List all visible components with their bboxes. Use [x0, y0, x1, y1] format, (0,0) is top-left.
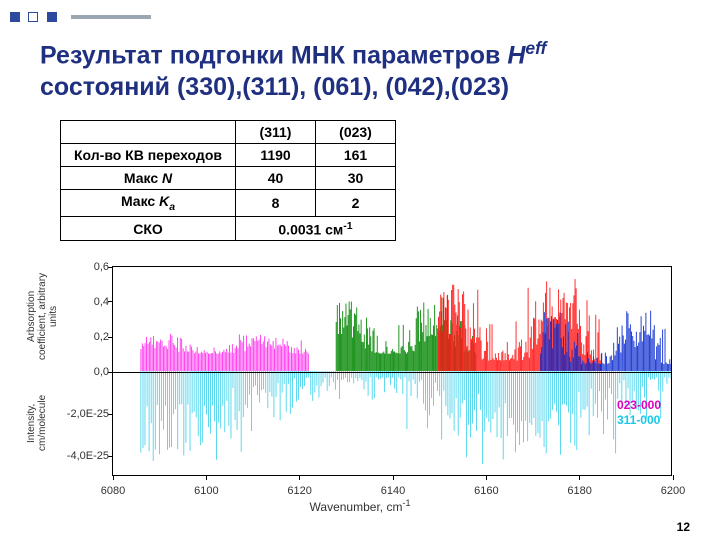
legend-label: 023-000 — [617, 398, 661, 412]
x-tick-label: 6140 — [381, 485, 405, 497]
table-col-023: (023) — [316, 121, 396, 144]
table-row: Макс N 40 30 — [61, 167, 396, 190]
deco-bar — [71, 15, 151, 19]
table-header-empty — [61, 121, 236, 144]
slide-title: Результат подгонки МНК параметров Heff с… — [40, 38, 700, 103]
parameters-table: (311) (023) Кол-во КВ переходов 1190 161… — [60, 120, 396, 241]
deco-square-2 — [28, 12, 38, 22]
x-tick — [393, 475, 394, 480]
spectrum-series — [141, 371, 671, 464]
y-axis-label-top: Arbsorption coefficient, arbitrary units — [26, 266, 42, 366]
spectrum-series — [541, 311, 671, 371]
y-axis-label-bot: Intensity, cm/molecule — [26, 378, 42, 468]
row-label: Макс N — [61, 167, 236, 190]
deco-square-3 — [47, 12, 57, 22]
spectra-svg — [113, 267, 671, 475]
y-tick-label: -4,0E-25 — [65, 450, 109, 462]
cell: 40 — [236, 167, 316, 190]
table-row: Макс Ka 8 2 — [61, 190, 396, 217]
row-label: СКО — [61, 216, 236, 241]
table-row: Кол-во КВ переходов 1190 161 — [61, 144, 396, 167]
slide-decoration — [10, 8, 151, 26]
x-tick — [486, 475, 487, 480]
table-row: СКО 0.0031 см-1 — [61, 216, 396, 241]
cell: 30 — [316, 167, 396, 190]
zero-line — [113, 372, 671, 373]
x-tick — [579, 475, 580, 480]
x-tick — [113, 475, 114, 480]
legend-item-023: 023-000 — [617, 398, 661, 414]
spectrum-chart: Arbsorption coefficient, arbitrary units… — [20, 258, 700, 508]
legend-label: 311-000 — [617, 413, 660, 427]
title-text-2: состояний (330),(311), (061), (042),(023… — [40, 73, 509, 101]
cell: 161 — [316, 144, 396, 167]
table-header-row: (311) (023) — [61, 121, 396, 144]
row-label: Кол-во КВ переходов — [61, 144, 236, 167]
x-tick-label: 6120 — [287, 485, 311, 497]
y-tick-label: 0,2 — [65, 331, 109, 343]
x-tick-label: 6160 — [474, 485, 498, 497]
plot-area: 023-000 311-000 608061006120614061606180… — [112, 266, 672, 476]
y-tick-label: 0,4 — [65, 296, 109, 308]
chart-legend: 023-000 311-000 — [617, 398, 661, 429]
x-tick-label: 6100 — [194, 485, 218, 497]
title-text-1: Результат подгонки МНК параметров — [40, 41, 507, 69]
legend-item-311: 311-000 — [617, 413, 661, 429]
x-axis-label: Wavenumber, cm-1 — [20, 498, 700, 514]
cell: 8 — [236, 190, 316, 217]
table: (311) (023) Кол-во КВ переходов 1190 161… — [60, 120, 396, 241]
page-number: 12 — [677, 520, 690, 534]
y-tick-label: 0,6 — [65, 261, 109, 273]
x-tick — [673, 475, 674, 480]
title-symbol-H: H — [507, 41, 525, 69]
row-label: Макс Ka — [61, 190, 236, 217]
x-tick — [299, 475, 300, 480]
x-tick-label: 6180 — [567, 485, 591, 497]
x-tick — [206, 475, 207, 480]
deco-square-1 — [10, 12, 20, 22]
cell: 2 — [316, 190, 396, 217]
y-tick-label: -2,0E-25 — [65, 408, 109, 420]
table-col-311: (311) — [236, 121, 316, 144]
spectrum-series — [141, 334, 308, 371]
cell-merged: 0.0031 см-1 — [236, 216, 396, 241]
x-tick-label: 6200 — [661, 485, 685, 497]
x-tick-label: 6080 — [101, 485, 125, 497]
y-tick-label: 0,0 — [65, 366, 109, 378]
title-superscript-eff: eff — [525, 38, 546, 58]
cell: 1190 — [236, 144, 316, 167]
